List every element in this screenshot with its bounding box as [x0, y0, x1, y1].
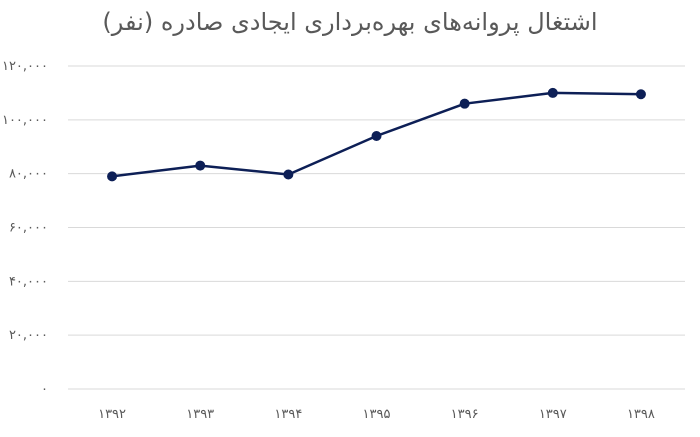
x-tick-label: ۱۳۹۸ — [627, 407, 655, 422]
data-point — [195, 160, 206, 171]
y-tick-label: ۴۰,۰۰۰ — [9, 274, 48, 289]
y-tick-label: ۱۲۰,۰۰۰ — [2, 59, 48, 74]
y-axis-ticks: ۰ ۲۰,۰۰۰ ۴۰,۰۰۰ ۶۰,۰۰۰ ۸۰,۰۰۰ ۱۰۰,۰۰۰ ۱۲۰,۰۰۰ — [2, 59, 48, 397]
y-tick-label: ۱۰۰,۰۰۰ — [2, 113, 48, 128]
x-tick-label: ۱۳۹۳ — [186, 407, 214, 422]
data-point — [635, 89, 646, 100]
series-layer — [107, 87, 646, 182]
chart-title: اشتغال پروانه‌های بهره‌برداری ایجادی صاد… — [102, 8, 598, 36]
y-tick-label: ۸۰,۰۰۰ — [9, 167, 48, 182]
x-tick-label: ۱۳۹۶ — [451, 407, 479, 422]
data-point — [107, 171, 118, 182]
data-point — [459, 98, 470, 109]
y-tick-label: ۲۰,۰۰۰ — [9, 328, 48, 343]
x-tick-label: ۱۳۹۷ — [539, 407, 567, 422]
x-tick-label: ۱۳۹۴ — [274, 407, 302, 422]
data-point — [371, 130, 382, 141]
x-tick-label: ۱۳۹۲ — [98, 407, 126, 422]
data-point — [283, 169, 294, 180]
x-tick-label: ۱۳۹۵ — [363, 407, 391, 422]
y-tick-label: ۰ — [41, 382, 48, 397]
y-tick-label: ۶۰,۰۰۰ — [9, 221, 48, 236]
x-axis-ticks: ۱۳۹۲ ۱۳۹۳ ۱۳۹۴ ۱۳۹۵ ۱۳۹۶ ۱۳۹۷ ۱۳۹۸ — [98, 407, 655, 422]
grid-lines — [68, 65, 685, 390]
data-point — [547, 87, 558, 98]
